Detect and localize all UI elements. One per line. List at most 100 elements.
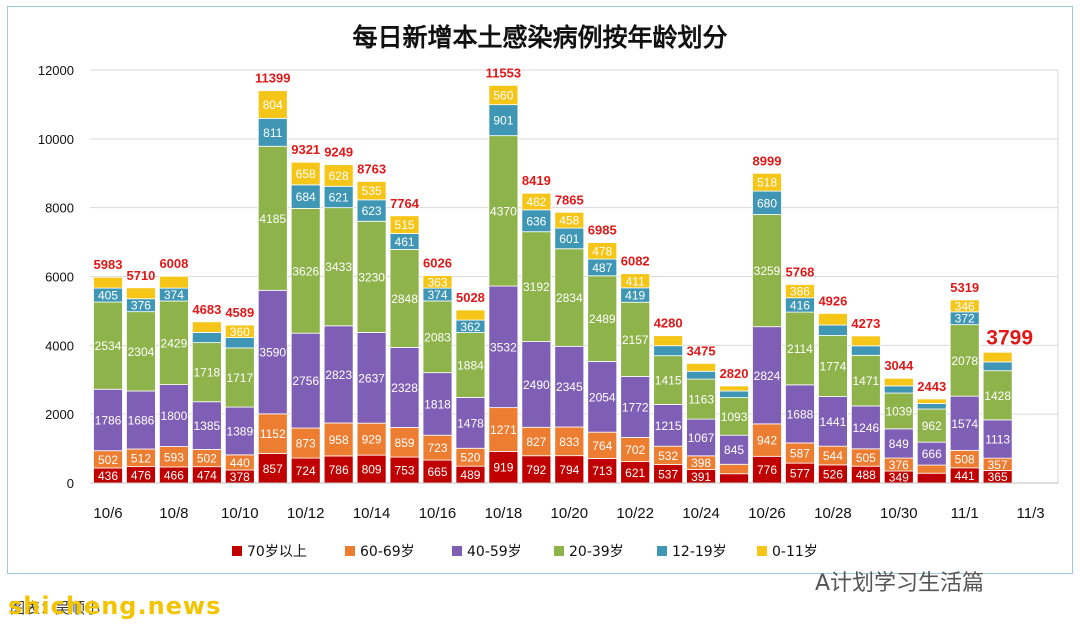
total-label: 3475	[687, 343, 716, 358]
x-axis: 10/6 10/8 10/10 10/12 10/14 10/16 10/18 10/20 10…	[90, 482, 1058, 522]
bar-segment	[158, 384, 189, 447]
bar-segment	[883, 385, 914, 394]
bar-segment	[982, 361, 1013, 372]
segment-label: 3626	[292, 264, 319, 278]
bar-segment	[422, 300, 453, 374]
segment-label: 2637	[358, 371, 385, 385]
bar-segment	[686, 370, 716, 380]
segment-label: 2345	[556, 380, 583, 394]
segment-label: 764	[592, 439, 612, 453]
total-label: 5028	[456, 290, 485, 305]
bar-segment	[356, 454, 387, 484]
segment-label: 804	[263, 98, 283, 112]
segment-label: 658	[296, 167, 316, 181]
bar-segment	[818, 313, 848, 326]
x-tick-label: 10/12	[287, 505, 325, 522]
watermark-text: A计划学习生活篇	[815, 571, 985, 596]
bar-segment	[620, 437, 651, 463]
bar-segment	[257, 117, 288, 147]
total-label: 6026	[423, 256, 452, 271]
segment-label: 3532	[490, 340, 517, 354]
total-label: 4589	[225, 305, 254, 320]
segment-label: 2078	[951, 354, 978, 368]
bar-segment	[158, 300, 189, 386]
segment-label: 365	[988, 470, 1008, 484]
bar-segment	[521, 426, 552, 457]
segment-label: 2490	[523, 378, 550, 392]
legend-swatch	[657, 546, 667, 556]
bar-segment	[224, 337, 255, 349]
segment-label: 845	[724, 443, 744, 457]
total-label: 5319	[950, 280, 979, 295]
segment-label: 1215	[655, 419, 682, 433]
bar-stack: 724 873 2756 3626 684 658 9321	[290, 142, 321, 484]
bar-segment	[883, 377, 914, 387]
y-tick-label: 6000	[45, 270, 74, 285]
segment-label: 1772	[622, 400, 649, 414]
segment-label: 753	[395, 464, 415, 478]
bar-segment	[488, 135, 519, 287]
total-label: 6082	[621, 254, 650, 269]
bar-segment	[818, 396, 848, 447]
legend-swatch	[554, 546, 564, 556]
bar-stack: 466 593 1800 2429 374 6008	[158, 256, 189, 484]
segment-label: 535	[362, 184, 382, 198]
segment-label: 2824	[754, 369, 781, 383]
bar-segment	[982, 370, 1013, 421]
total-label: 8419	[522, 173, 551, 188]
segment-label: 526	[823, 467, 843, 481]
segment-label: 363	[427, 275, 447, 289]
bar-segment	[290, 457, 321, 484]
legend-label: 40-59岁	[467, 544, 522, 560]
bar-segment	[850, 345, 881, 356]
bar-segment	[521, 192, 552, 211]
segment-label: 489	[460, 468, 480, 482]
segment-label: 1786	[95, 413, 122, 427]
bar-segment	[455, 332, 486, 398]
segment-label: 942	[757, 434, 777, 448]
bar-segment	[554, 248, 585, 347]
bars: 436 502 1786 2534 405 5983 476 512 1686 2304 376 57…	[93, 65, 1033, 484]
bar-segment	[191, 321, 222, 333]
segment-label: 919	[493, 461, 513, 475]
legend-item: 40-59岁	[452, 544, 522, 560]
y-tick-label: 10000	[38, 132, 74, 147]
bar-segment	[290, 161, 321, 186]
bar-segment	[554, 345, 585, 428]
bar-segment	[785, 384, 815, 444]
legend-item: 12-19岁	[657, 544, 727, 560]
bar-segment	[785, 311, 815, 386]
bar-segment	[93, 276, 123, 289]
bar-segment	[126, 311, 156, 392]
segment-label: 346	[955, 299, 975, 313]
legend-swatch	[757, 546, 767, 556]
x-tick-label: 10/16	[419, 505, 457, 522]
segment-label: 901	[493, 114, 513, 128]
segment-label: 587	[790, 447, 810, 461]
bar-segment	[752, 423, 782, 457]
y-tick-label: 2000	[45, 407, 74, 422]
segment-label: 1415	[655, 374, 682, 388]
segment-label: 505	[856, 451, 876, 465]
x-tick-label: 11/3	[1017, 505, 1045, 522]
segment-label: 478	[592, 244, 612, 258]
bar-stack: 488 505 1246 1471 4273	[850, 316, 881, 484]
segment-label: 440	[230, 456, 250, 470]
bar-stack: 794 833 2345 2834 601 458 7865	[554, 192, 585, 484]
segment-label: 502	[197, 452, 217, 466]
bar-segment	[752, 172, 782, 192]
segment-label: 601	[559, 232, 579, 246]
segment-label: 1718	[193, 366, 220, 380]
segment-label: 1478	[457, 416, 484, 430]
segment-label: 474	[197, 468, 217, 482]
bar-segment	[257, 145, 288, 291]
segment-label: 544	[823, 449, 843, 463]
bar-segment	[916, 408, 947, 443]
y-axis: 0 2000 4000 6000 8000 10000 12000	[38, 63, 74, 491]
segment-label: 680	[757, 196, 777, 210]
total-label: 4280	[654, 316, 683, 331]
segment-label: 776	[757, 463, 777, 477]
segment-label: 461	[395, 235, 415, 249]
